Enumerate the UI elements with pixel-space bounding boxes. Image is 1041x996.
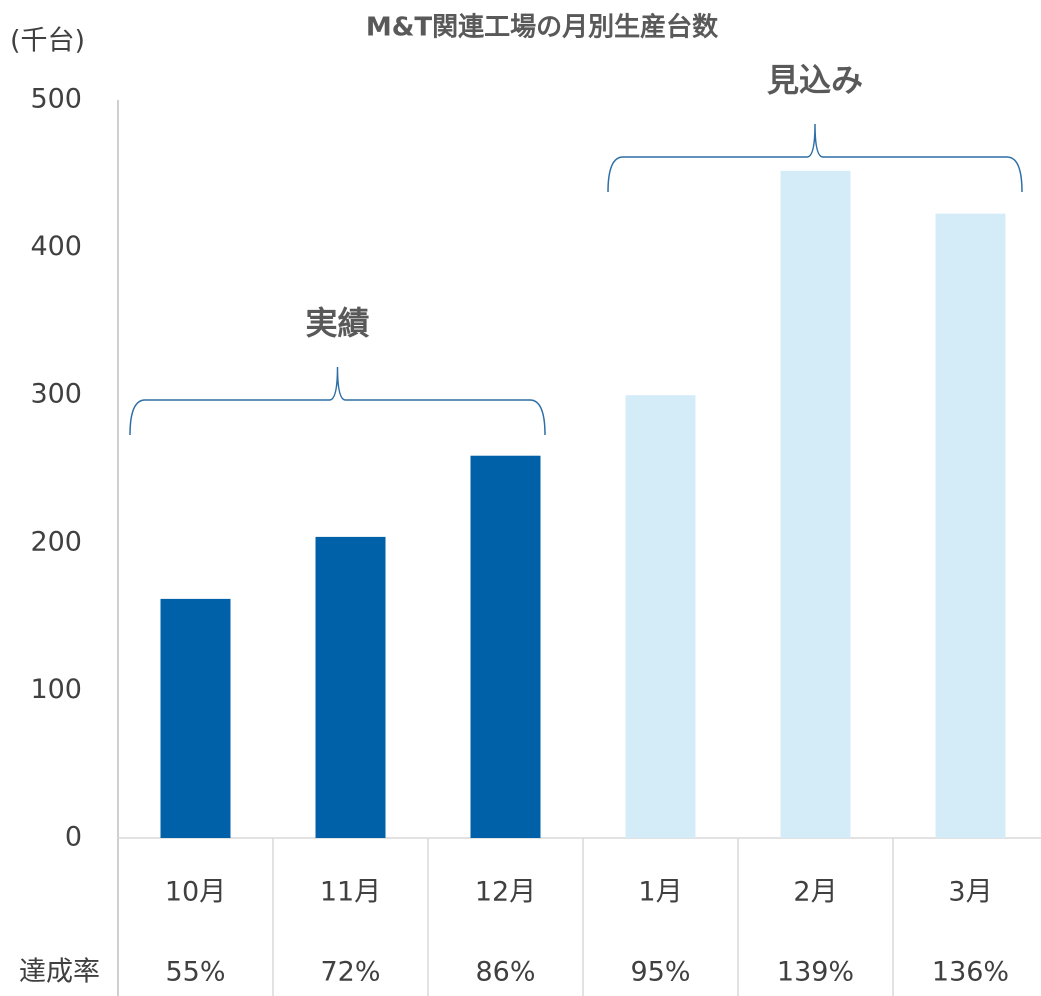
chart-title: M&T関連工場の月別生産台数: [366, 12, 719, 43]
x-tick-label: 11月: [320, 877, 381, 908]
bar: [315, 536, 386, 838]
bracket: [607, 123, 1023, 193]
rate-label: 95%: [630, 957, 690, 988]
bar: [160, 598, 231, 838]
rate-label: 55%: [165, 957, 225, 988]
y-tick-label: 100: [30, 674, 82, 705]
bar: [470, 455, 541, 838]
rate-label: 72%: [320, 957, 380, 988]
x-tick-label: 2月: [793, 877, 837, 908]
rate-row-label: 達成率: [19, 957, 100, 988]
bar: [625, 395, 696, 838]
y-tick-label: 200: [30, 526, 82, 557]
rate-label: 86%: [475, 957, 535, 988]
rate-label: 139%: [777, 957, 854, 988]
annotation: 見込み: [767, 61, 863, 99]
x-tick-label: 1月: [638, 877, 682, 908]
bracket: [129, 366, 546, 436]
x-tick-label: 3月: [948, 877, 992, 908]
y-tick-label: 300: [30, 379, 82, 410]
y-tick-label: 0: [65, 822, 82, 853]
bar: [935, 213, 1006, 839]
y-tick-label: 500: [30, 84, 82, 115]
y-tick-label: 400: [30, 231, 82, 262]
x-tick-label: 12月: [475, 877, 536, 908]
annotation: 実績: [305, 304, 369, 342]
rate-label: 136%: [932, 957, 1009, 988]
x-tick-label: 10月: [165, 877, 226, 908]
y-unit: (千台): [10, 26, 85, 57]
bar: [780, 170, 851, 838]
